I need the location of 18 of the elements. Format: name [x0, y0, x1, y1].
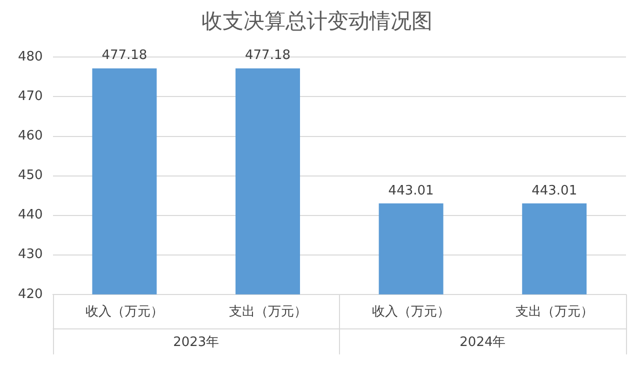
x-tick-label: 收入（万元） — [372, 304, 450, 320]
data-label: 443.01 — [532, 183, 578, 198]
data-label: 443.01 — [388, 183, 434, 198]
y-tick-label: 420 — [18, 286, 43, 302]
y-tick-label: 460 — [18, 128, 43, 144]
x-tick-label: 支出（万元） — [228, 304, 307, 320]
x-tick-label: 收入（万元） — [85, 304, 164, 320]
text: 2023年 — [173, 334, 220, 350]
x-tick-label: 支出（万元） — [515, 304, 594, 320]
y-tick-label: 430 — [18, 247, 43, 262]
y-tick-label: 470 — [18, 89, 43, 104]
data-label: 477.18 — [102, 48, 148, 64]
data-label: 477.18 — [245, 48, 291, 64]
y-tick-label: 440 — [18, 208, 43, 223]
y-tick-label: 450 — [18, 168, 43, 184]
y-tick-label: 480 — [18, 50, 43, 65]
chart-title: 收支决算总计变动情况图 — [202, 9, 432, 34]
text: 2024年 — [460, 334, 506, 350]
